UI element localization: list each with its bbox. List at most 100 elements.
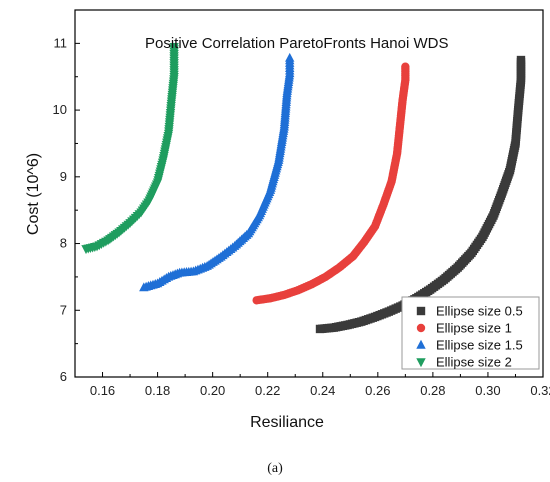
data-point — [379, 200, 388, 210]
data-point — [169, 73, 179, 82]
figure-caption: (a) — [267, 461, 283, 476]
data-point — [282, 88, 292, 98]
data-point — [293, 286, 303, 295]
legend-label: Ellipse size 1.5 — [436, 338, 523, 353]
y-tick-label: 6 — [60, 369, 67, 384]
data-point — [285, 68, 295, 78]
data-point — [114, 228, 124, 238]
x-tick-label: 0.30 — [475, 383, 500, 398]
data-point — [216, 251, 226, 261]
data-point — [202, 261, 212, 270]
data-point — [439, 275, 449, 284]
x-tick-label: 0.20 — [200, 383, 225, 398]
x-axis-title: Resiliance — [250, 414, 324, 431]
legend-marker — [416, 339, 426, 349]
data-point — [174, 267, 185, 277]
chart-title: Positive Correlation ParetoFronts Hanoi … — [145, 35, 448, 52]
data-point — [125, 219, 135, 229]
data-point — [395, 122, 405, 131]
data-point — [497, 189, 506, 198]
data-point — [348, 252, 358, 261]
data-point — [163, 271, 174, 281]
legend-marker — [416, 323, 426, 333]
data-point — [229, 241, 240, 250]
y-tick-label: 7 — [60, 302, 67, 317]
data-point — [144, 196, 155, 206]
data-point — [307, 280, 316, 289]
data-point — [103, 236, 113, 246]
series-1 — [315, 55, 526, 334]
x-axis: 0.16 0.18 0.20 0.22 0.24 0.26 0.28 0.30 0.32 — [90, 372, 550, 398]
data-point — [274, 154, 284, 164]
data-point — [505, 165, 515, 175]
data-point — [401, 75, 410, 85]
data-point — [329, 323, 338, 332]
legend-label: Ellipse size 1 — [436, 321, 512, 336]
data-point — [401, 62, 410, 71]
x-tick-label: 0.28 — [420, 383, 445, 398]
series-4 — [81, 43, 179, 255]
data-point — [243, 228, 254, 238]
data-point — [136, 208, 146, 218]
x-tick-label: 0.16 — [90, 383, 115, 398]
series-2 — [252, 62, 410, 305]
x-tick-label: 0.26 — [365, 383, 390, 398]
y-tick-label: 9 — [60, 169, 67, 184]
data-point — [169, 43, 179, 52]
data-point — [321, 272, 330, 282]
x-tick-label: 0.24 — [310, 383, 335, 398]
data-point — [425, 285, 435, 294]
data-point — [166, 99, 177, 109]
data-point — [92, 242, 102, 252]
x-tick-label: 0.18 — [145, 383, 170, 398]
data-point — [254, 210, 265, 220]
data-point — [514, 105, 523, 115]
data-point — [265, 184, 276, 194]
data-point — [370, 312, 380, 322]
data-point — [392, 149, 402, 158]
y-axis: 6 7 8 9 10 11 — [53, 35, 80, 384]
x-tick-label: 0.32 — [530, 383, 550, 398]
data-point — [158, 156, 168, 166]
legend-marker — [416, 306, 426, 316]
data-point — [335, 263, 344, 272]
data-point — [478, 232, 487, 242]
x-tick-label: 0.22 — [255, 383, 280, 398]
data-point — [511, 139, 520, 148]
data-point — [516, 75, 526, 85]
legend-label: Ellipse size 2 — [436, 355, 512, 370]
data-point — [370, 221, 380, 231]
y-tick-label: 11 — [54, 35, 68, 50]
legend: Ellipse size 0.5 Ellipse size 1 Ellipse si… — [401, 296, 540, 370]
data-point — [359, 238, 369, 247]
data-point — [467, 248, 476, 258]
data-point — [152, 278, 163, 288]
data-point — [315, 324, 325, 334]
data-point — [188, 266, 199, 276]
data-point — [152, 178, 163, 188]
y-tick-label: 10 — [53, 102, 67, 117]
plot-frame — [74, 9, 544, 378]
data-point — [398, 95, 407, 105]
data-point — [357, 317, 366, 326]
legend-marker — [416, 358, 426, 368]
data-point — [279, 121, 289, 131]
data-point — [516, 55, 526, 65]
data-point — [285, 52, 295, 62]
data-point — [280, 290, 289, 300]
data-point — [387, 177, 396, 186]
data-point — [252, 296, 261, 305]
data-point — [81, 245, 91, 255]
y-tick-label: 8 — [60, 236, 67, 251]
data-point — [266, 294, 275, 303]
y-axis-title: Cost (10^6) — [25, 153, 42, 235]
data-series — [81, 43, 526, 334]
legend-label: Ellipse size 0.5 — [436, 304, 523, 319]
data-point — [384, 307, 394, 316]
data-point — [163, 129, 174, 139]
data-point — [453, 263, 462, 272]
data-point — [489, 211, 498, 220]
data-point — [343, 320, 352, 330]
series-3 — [139, 52, 295, 292]
